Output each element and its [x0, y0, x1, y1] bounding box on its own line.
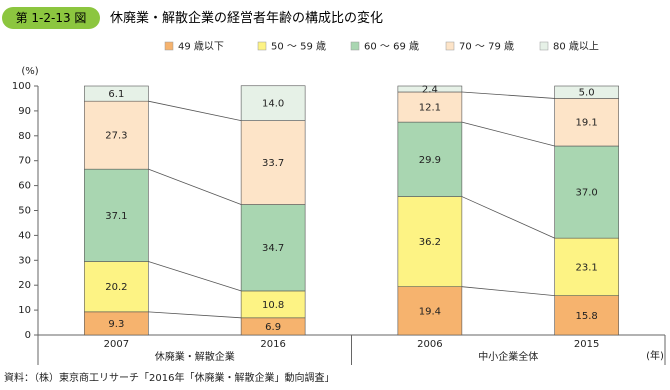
bar-segment [397, 91, 463, 123]
legend-swatch [539, 41, 549, 51]
data-label: 6.9 [265, 322, 281, 333]
bar-segment [240, 204, 306, 292]
x-tick-label: 2016 [260, 339, 285, 350]
bar-segment [240, 120, 306, 205]
legend-label: 80 歳以上 [553, 41, 599, 53]
data-label: 23.1 [575, 262, 597, 273]
legend-label: 49 歳以下 [178, 41, 224, 53]
bar-segment [397, 286, 463, 336]
bar-segment [240, 85, 306, 121]
data-label: 19.1 [575, 118, 597, 129]
bar-segment [397, 85, 463, 93]
bar-segment [240, 290, 306, 319]
data-label: 14.0 [262, 99, 284, 110]
data-label: 6.1 [108, 89, 124, 100]
connector [461, 121, 555, 147]
y-axis-label: (%) [21, 66, 38, 77]
bar-segment [397, 121, 463, 197]
legend-label: 60 ～ 69 歳 [364, 41, 419, 53]
legend-label: 70 ～ 79 歳 [459, 41, 514, 53]
data-label: 9.3 [108, 319, 124, 330]
legend-swatch [164, 41, 174, 51]
data-label: 2.4 [422, 84, 438, 95]
data-label: 10.8 [262, 300, 284, 311]
legend-label: 50 ～ 59 歳 [271, 41, 326, 53]
data-label: 19.4 [419, 306, 441, 317]
legend-swatch [350, 41, 360, 51]
chart-title: 休廃業・解散企業の経営者年齢の構成比の変化 [110, 10, 383, 26]
bar-segment [554, 85, 619, 99]
data-label: 15.8 [575, 311, 597, 322]
x-tick-label: 2006 [417, 339, 442, 350]
y-tick-label: 70 [18, 156, 31, 167]
connector [148, 311, 242, 319]
y-tick-label: 30 [18, 255, 31, 266]
bar-segment [84, 85, 149, 102]
legend-swatch [257, 41, 267, 51]
connector [461, 196, 555, 239]
connector [148, 168, 242, 205]
y-tick-label: 40 [18, 230, 31, 241]
y-tick-label: 90 [18, 106, 31, 117]
data-label: 12.1 [419, 103, 441, 114]
bar-segment [554, 98, 619, 147]
x-tick-label: 2015 [574, 339, 599, 350]
group-label: 中小企業全体 [478, 350, 538, 363]
bar-segment [554, 295, 619, 336]
bar-segment [84, 100, 149, 170]
data-label: 27.3 [105, 131, 127, 142]
connector [148, 261, 242, 292]
y-tick-label: 50 [18, 206, 31, 217]
group-label: 休廃業・解散企業 [155, 350, 235, 363]
bar-segment [554, 237, 619, 296]
data-label: 34.7 [262, 243, 284, 254]
data-label: 36.2 [419, 237, 441, 248]
data-label: 29.9 [419, 155, 441, 166]
bar-segment [397, 196, 463, 287]
data-label: 37.1 [105, 211, 127, 222]
bar-segment [554, 145, 619, 239]
data-label: 33.7 [262, 158, 284, 169]
legend-swatch [445, 41, 455, 51]
connector [148, 100, 242, 122]
figure-number: 第 1-2-13 図 [16, 11, 87, 25]
figure-badge [2, 7, 100, 29]
y-tick-label: 0 [25, 330, 31, 341]
y-tick-label: 100 [12, 81, 31, 92]
x-axis-label: (年) [646, 349, 664, 362]
connector [461, 286, 555, 297]
x-tick-label: 2007 [104, 339, 129, 350]
source: 資料：（株）東京商工リサーチ「2016年「休廃業・解散企業」動向調査」 [4, 371, 334, 384]
connector [461, 91, 555, 99]
data-label: 20.2 [105, 282, 127, 293]
y-tick-label: 60 [18, 181, 31, 192]
data-label: 5.0 [579, 88, 595, 99]
y-tick-label: 80 [18, 131, 31, 142]
data-label: 37.0 [575, 188, 597, 199]
y-tick-label: 20 [18, 280, 31, 291]
y-tick-label: 10 [18, 305, 31, 316]
